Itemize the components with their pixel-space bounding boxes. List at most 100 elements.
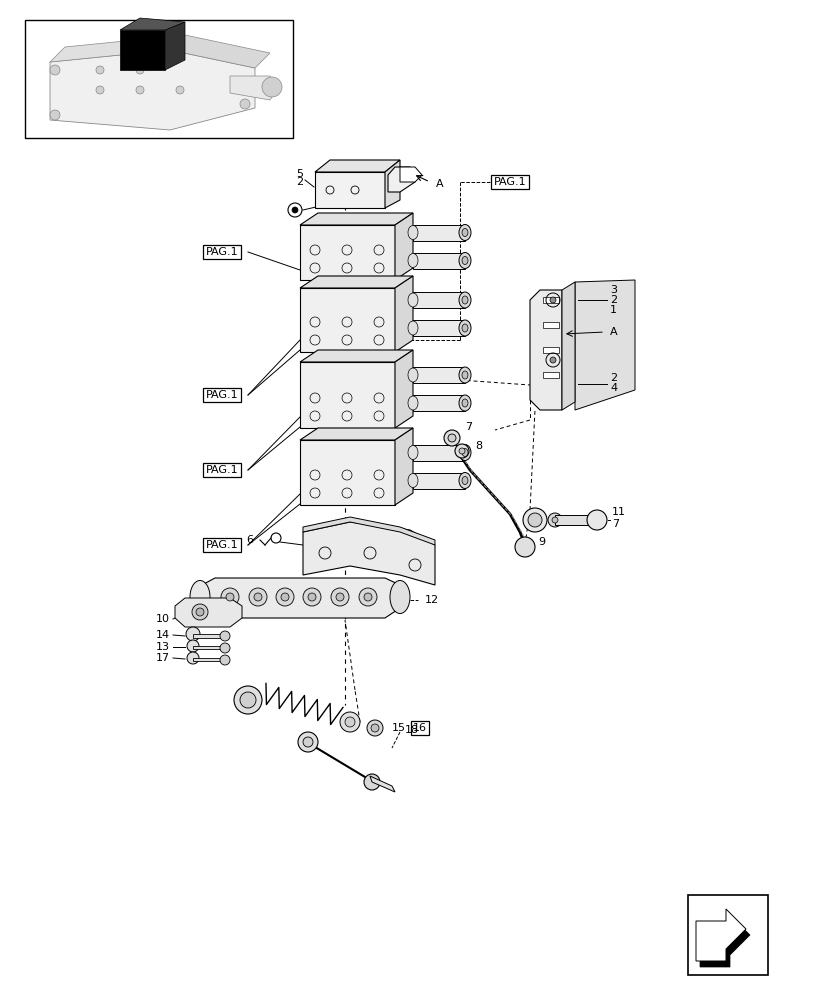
Text: 2: 2	[609, 295, 616, 305]
Polygon shape	[413, 252, 465, 268]
Circle shape	[458, 448, 465, 454]
Circle shape	[220, 643, 230, 653]
Polygon shape	[413, 367, 465, 383]
Polygon shape	[394, 350, 413, 428]
Text: 3: 3	[609, 285, 616, 295]
Circle shape	[552, 517, 557, 523]
Text: 15: 15	[391, 723, 405, 733]
Circle shape	[528, 513, 542, 527]
Text: 6: 6	[246, 535, 253, 545]
Polygon shape	[529, 290, 562, 410]
Text: 8: 8	[475, 441, 481, 451]
Text: PAG.1: PAG.1	[493, 177, 526, 187]
Circle shape	[221, 588, 239, 606]
Polygon shape	[413, 473, 465, 488]
Circle shape	[523, 508, 547, 532]
Polygon shape	[193, 658, 225, 661]
Polygon shape	[413, 444, 465, 460]
Polygon shape	[120, 18, 184, 30]
Ellipse shape	[461, 477, 467, 485]
Ellipse shape	[461, 324, 467, 332]
Text: 2: 2	[296, 177, 304, 187]
Circle shape	[187, 652, 198, 664]
Circle shape	[331, 588, 348, 606]
Bar	[543, 347, 558, 353]
Circle shape	[280, 593, 289, 601]
Ellipse shape	[408, 293, 418, 307]
Circle shape	[336, 593, 343, 601]
Circle shape	[234, 686, 261, 714]
Ellipse shape	[408, 321, 418, 335]
Circle shape	[586, 510, 606, 530]
Ellipse shape	[189, 580, 210, 613]
Ellipse shape	[390, 580, 409, 613]
Polygon shape	[413, 292, 465, 308]
Text: 2: 2	[609, 373, 616, 383]
Circle shape	[308, 593, 316, 601]
Polygon shape	[699, 915, 749, 967]
Circle shape	[240, 99, 250, 109]
Circle shape	[443, 430, 460, 446]
Text: 7: 7	[611, 519, 619, 529]
Polygon shape	[388, 167, 414, 192]
Text: 17: 17	[155, 653, 170, 663]
Circle shape	[186, 627, 200, 641]
Bar	[687, 895, 767, 975]
Text: 9: 9	[538, 537, 544, 547]
Polygon shape	[303, 517, 434, 545]
Circle shape	[547, 513, 562, 527]
Circle shape	[136, 66, 144, 74]
Polygon shape	[299, 288, 394, 352]
Text: 12: 12	[424, 595, 438, 605]
Circle shape	[303, 588, 321, 606]
Circle shape	[364, 593, 371, 601]
Bar	[25, 20, 293, 138]
Ellipse shape	[408, 253, 418, 267]
Circle shape	[261, 77, 282, 97]
Ellipse shape	[458, 225, 471, 240]
Polygon shape	[562, 282, 574, 410]
Polygon shape	[299, 362, 394, 428]
Polygon shape	[200, 578, 399, 618]
Circle shape	[275, 588, 294, 606]
Polygon shape	[50, 50, 255, 130]
Bar	[543, 372, 558, 378]
Ellipse shape	[461, 399, 467, 407]
Circle shape	[298, 732, 318, 752]
Ellipse shape	[408, 396, 418, 410]
Polygon shape	[385, 160, 399, 208]
Circle shape	[96, 86, 104, 94]
Circle shape	[345, 717, 355, 727]
Polygon shape	[299, 428, 413, 440]
Text: 18: 18	[404, 725, 418, 735]
Circle shape	[240, 692, 256, 708]
Text: 16: 16	[413, 723, 427, 733]
Circle shape	[50, 110, 60, 120]
Circle shape	[187, 640, 198, 652]
Ellipse shape	[458, 473, 471, 488]
Circle shape	[249, 588, 266, 606]
Polygon shape	[394, 276, 413, 352]
Polygon shape	[394, 213, 413, 280]
Circle shape	[340, 712, 360, 732]
Text: PAG.1: PAG.1	[205, 390, 238, 400]
Text: 7: 7	[465, 422, 471, 432]
Circle shape	[359, 588, 376, 606]
Circle shape	[192, 604, 208, 620]
Polygon shape	[314, 160, 399, 172]
Polygon shape	[394, 428, 413, 505]
Polygon shape	[299, 276, 413, 288]
Circle shape	[455, 444, 468, 458]
Polygon shape	[554, 515, 595, 525]
Circle shape	[136, 86, 144, 94]
Polygon shape	[413, 225, 465, 240]
Ellipse shape	[461, 296, 467, 304]
Circle shape	[226, 593, 234, 601]
Text: 13: 13	[155, 642, 170, 652]
Ellipse shape	[458, 367, 471, 383]
Ellipse shape	[461, 371, 467, 379]
Ellipse shape	[461, 448, 467, 456]
Circle shape	[288, 203, 302, 217]
Polygon shape	[193, 646, 225, 649]
Circle shape	[303, 737, 313, 747]
